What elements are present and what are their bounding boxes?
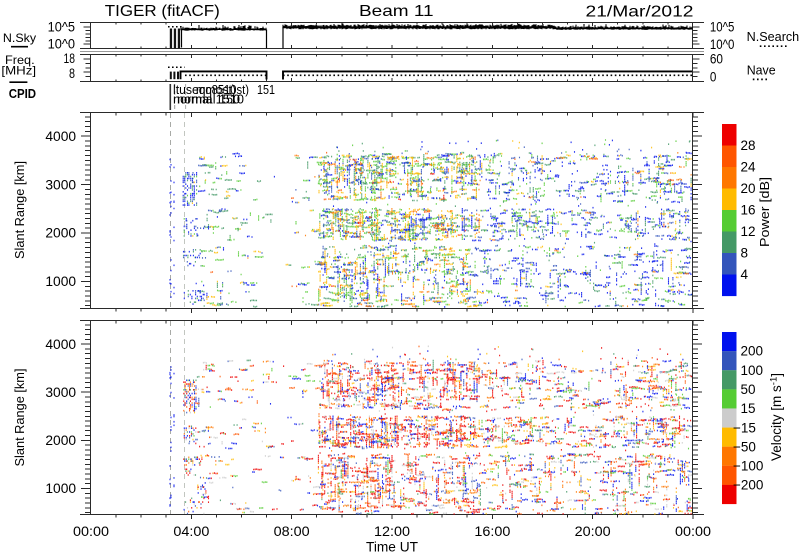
svg-text:3000: 3000 bbox=[45, 177, 76, 192]
svg-text:normal 150: normal 150 bbox=[177, 92, 240, 107]
svg-text:20:00: 20:00 bbox=[575, 524, 611, 539]
svg-text:1000: 1000 bbox=[45, 481, 76, 496]
svg-text:1000: 1000 bbox=[45, 274, 76, 289]
svg-text:mo8510st): mo8510st) bbox=[196, 82, 249, 97]
svg-text:Beam 11: Beam 11 bbox=[359, 3, 434, 20]
svg-text:Nave: Nave bbox=[747, 63, 776, 77]
svg-text:28: 28 bbox=[741, 138, 756, 153]
svg-text:CPID: CPID bbox=[9, 87, 36, 101]
svg-text:[MHz]: [MHz] bbox=[1, 64, 36, 78]
svg-text:10^0: 10^0 bbox=[48, 37, 75, 52]
svg-text:N.Search: N.Search bbox=[747, 30, 800, 44]
svg-text:2000: 2000 bbox=[45, 226, 76, 241]
svg-text:00:00: 00:00 bbox=[675, 524, 711, 539]
svg-text:10^0: 10^0 bbox=[710, 37, 735, 52]
svg-text:21/Mar/2012: 21/Mar/2012 bbox=[586, 4, 694, 21]
svg-text:08:00: 08:00 bbox=[274, 524, 310, 539]
svg-text:24: 24 bbox=[741, 160, 757, 175]
svg-text:ltuseqmost): ltuseqmost) bbox=[173, 82, 236, 97]
svg-text:10^5: 10^5 bbox=[48, 20, 75, 35]
svg-text:8: 8 bbox=[69, 66, 75, 81]
svg-text:−15: −15 bbox=[733, 420, 756, 435]
svg-text:Slant Range [km]: Slant Range [km] bbox=[12, 369, 27, 467]
svg-text:−100: −100 bbox=[733, 459, 763, 474]
svg-text:TIGER (fitACF): TIGER (fitACF) bbox=[105, 3, 220, 20]
svg-text:12: 12 bbox=[741, 224, 756, 239]
svg-text:Time UT: Time UT bbox=[366, 540, 418, 554]
svg-text:00:00: 00:00 bbox=[73, 524, 109, 539]
svg-text:4000: 4000 bbox=[45, 129, 76, 144]
svg-text:8: 8 bbox=[741, 246, 749, 261]
svg-text:20: 20 bbox=[741, 181, 756, 196]
svg-text:16: 16 bbox=[741, 203, 756, 218]
svg-text:12:00: 12:00 bbox=[374, 524, 410, 539]
svg-text:18: 18 bbox=[64, 51, 76, 66]
svg-text:−50: −50 bbox=[733, 439, 756, 454]
svg-text:Power [dB]: Power [dB] bbox=[757, 177, 772, 247]
svg-text:−200: −200 bbox=[733, 478, 763, 493]
svg-text:Slant Range [km]: Slant Range [km] bbox=[12, 161, 27, 259]
svg-text:normal 1510: normal 1510 bbox=[173, 92, 244, 107]
svg-text:15: 15 bbox=[741, 401, 756, 416]
svg-text:Velocity [m s-1]: Velocity [m s-1] bbox=[769, 373, 785, 461]
svg-text:N.Sky: N.Sky bbox=[3, 31, 36, 45]
svg-text:04:00: 04:00 bbox=[173, 524, 209, 539]
svg-text:3000: 3000 bbox=[45, 385, 76, 400]
svg-text:0: 0 bbox=[710, 69, 717, 84]
svg-text:100: 100 bbox=[741, 363, 764, 378]
svg-text:10^5: 10^5 bbox=[710, 19, 735, 34]
svg-text:4: 4 bbox=[741, 267, 749, 282]
svg-text:151: 151 bbox=[257, 82, 275, 97]
svg-text:50: 50 bbox=[741, 382, 756, 397]
svg-text:16:00: 16:00 bbox=[474, 524, 510, 539]
svg-text:60: 60 bbox=[710, 51, 723, 66]
svg-text:Freq.: Freq. bbox=[5, 53, 35, 67]
svg-text:2000: 2000 bbox=[45, 433, 76, 448]
svg-text:4000: 4000 bbox=[45, 337, 76, 352]
svg-text:200: 200 bbox=[741, 344, 764, 359]
